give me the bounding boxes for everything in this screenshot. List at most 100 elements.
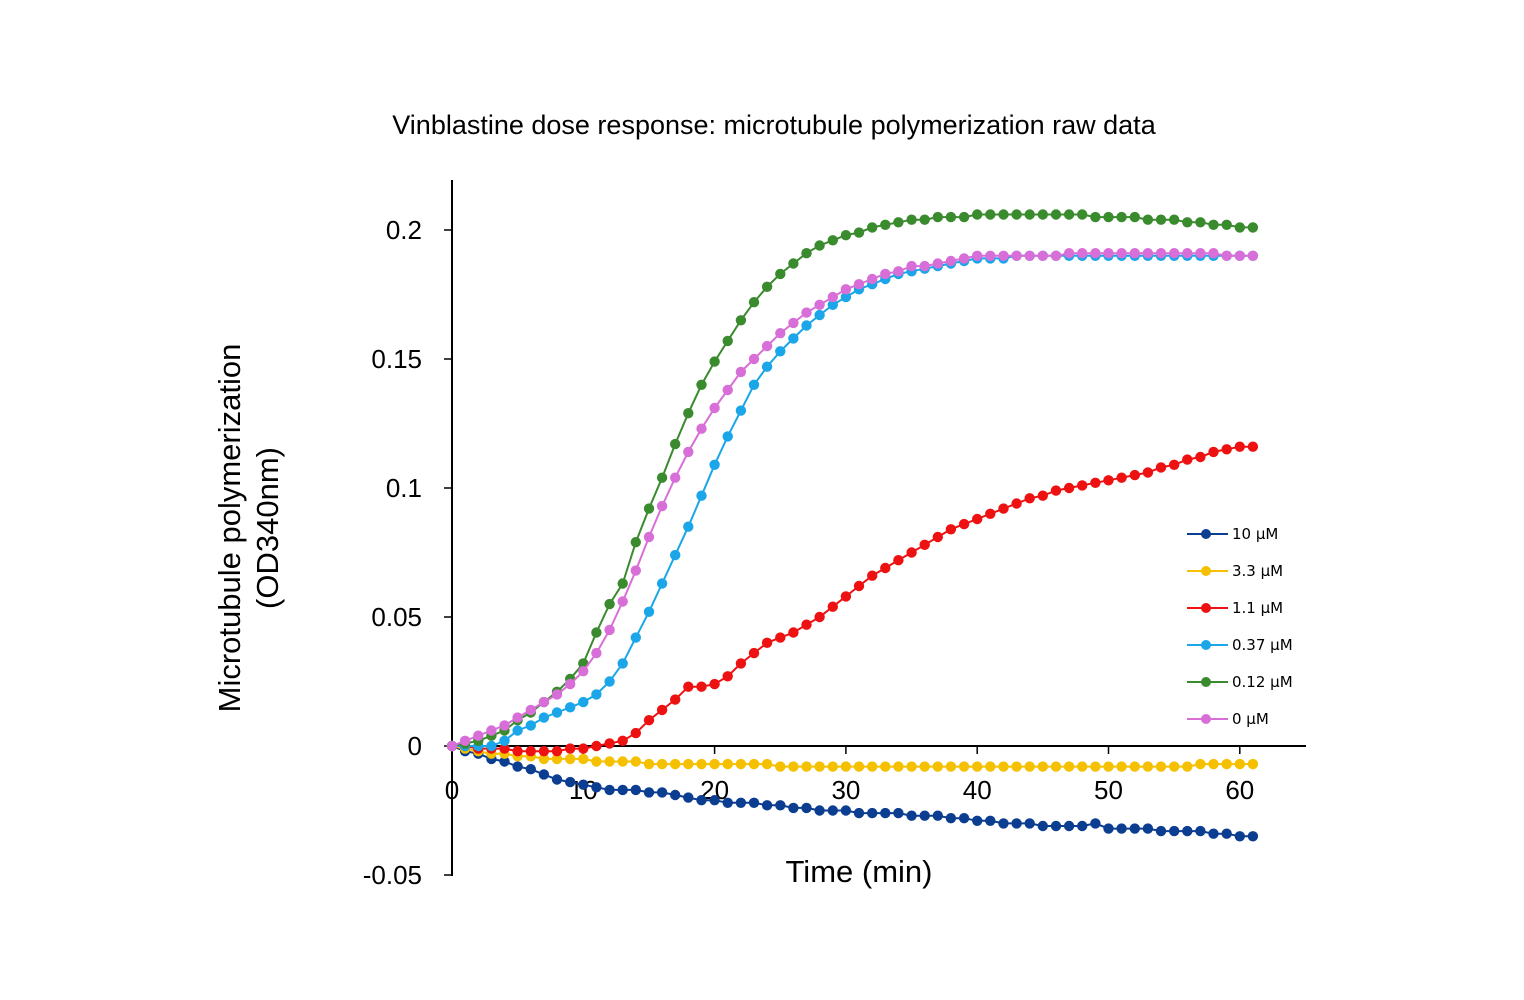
data-point: [998, 250, 1009, 261]
data-point: [551, 746, 563, 757]
data-point: [1116, 823, 1127, 834]
data-point: [880, 268, 891, 280]
data-point: [1011, 209, 1022, 220]
data-point: [1129, 211, 1141, 223]
data-point: [998, 209, 1009, 220]
data-point: [1234, 222, 1246, 233]
data-point: [709, 356, 720, 367]
data-point: [827, 291, 838, 303]
x-axis: 0 10 20 30 40 50 60: [445, 745, 1306, 805]
data-point: [748, 758, 760, 770]
data-point: [840, 805, 852, 816]
data-point: [788, 333, 799, 344]
data-point: [1116, 211, 1127, 223]
chart-title: Vinblastine dose response: microtubule p…: [392, 110, 1156, 140]
data-point: [998, 761, 1009, 772]
data-point: [499, 756, 510, 767]
data-point: [814, 240, 825, 251]
data-point: [1037, 250, 1049, 261]
data-point: [670, 694, 681, 705]
legend: 10 µM 3.3 µM 1.1 µM 0.37 µM 0.12 µM 0 µM: [1187, 525, 1293, 728]
data-point: [591, 689, 602, 700]
data-point: [1221, 444, 1232, 455]
data-point: [1182, 761, 1193, 772]
data-point: [1063, 761, 1075, 772]
data-point: [591, 756, 602, 767]
data-point: [827, 235, 838, 246]
data-point: [696, 379, 707, 390]
data-point: [709, 402, 720, 414]
data-point: [630, 565, 641, 576]
data-point: [867, 222, 878, 233]
data-point: [1103, 475, 1114, 486]
data-point: [906, 260, 917, 272]
data-point: [985, 250, 996, 261]
y-axis: -0.05 0 0.05 0.1 0.15 0.2: [363, 180, 453, 890]
x-tick-label: 50: [1094, 775, 1123, 805]
data-point: [1169, 214, 1180, 225]
data-point: [1142, 248, 1154, 259]
data-point: [801, 619, 812, 630]
data-point: [761, 758, 773, 770]
data-point: [853, 227, 865, 238]
data-point: [1247, 441, 1259, 452]
data-point: [1208, 219, 1219, 230]
data-point: [814, 309, 825, 321]
data-point: [945, 761, 957, 772]
legend-item: 0.37 µM: [1187, 636, 1293, 654]
data-point: [722, 384, 733, 396]
data-point: [919, 810, 930, 821]
data-point: [551, 689, 563, 700]
data-point: [1063, 209, 1075, 220]
data-point: [670, 549, 681, 561]
data-point: [1116, 248, 1127, 259]
data-point: [1169, 761, 1180, 772]
data-point: [1182, 248, 1193, 259]
data-point: [1037, 820, 1049, 832]
legend-item: 3.3 µM: [1187, 562, 1283, 580]
data-point: [696, 681, 707, 692]
data-point: [985, 209, 996, 220]
data-point: [538, 769, 550, 780]
data-point: [656, 578, 668, 589]
legend-swatch-marker: [1201, 677, 1211, 687]
data-point: [748, 647, 760, 659]
data-point: [1063, 482, 1075, 494]
data-point: [1050, 209, 1062, 220]
data-point: [1116, 472, 1127, 483]
data-point: [827, 299, 838, 310]
data-point: [1090, 248, 1101, 259]
data-point: [1129, 469, 1141, 481]
data-point: [473, 730, 484, 741]
data-point: [735, 315, 747, 326]
data-point: [656, 472, 668, 483]
data-point: [932, 211, 943, 223]
data-point: [1050, 761, 1062, 772]
data-point: [735, 797, 747, 808]
legend-swatch-marker: [1201, 714, 1211, 724]
data-point: [958, 761, 970, 772]
data-point: [893, 555, 904, 566]
data-point: [761, 340, 773, 352]
data-point: [656, 758, 668, 770]
data-point: [919, 260, 930, 272]
data-point: [1024, 761, 1035, 772]
legend-label: 0.37 µM: [1232, 636, 1293, 654]
data-point: [512, 725, 523, 736]
data-point: [643, 758, 655, 770]
data-point: [945, 211, 957, 223]
data-point: [840, 591, 852, 602]
data-point: [1234, 441, 1246, 452]
data-point: [788, 802, 799, 814]
data-point: [827, 805, 838, 816]
y-tick-label: 0.2: [386, 215, 422, 245]
data-point: [748, 353, 760, 365]
data-point: [1221, 250, 1232, 261]
data-point: [840, 284, 852, 295]
data-point: [525, 720, 536, 731]
data-point: [761, 637, 773, 648]
data-point: [1155, 825, 1167, 837]
data-point: [459, 735, 471, 746]
data-point: [1077, 761, 1088, 772]
data-point: [735, 405, 747, 416]
